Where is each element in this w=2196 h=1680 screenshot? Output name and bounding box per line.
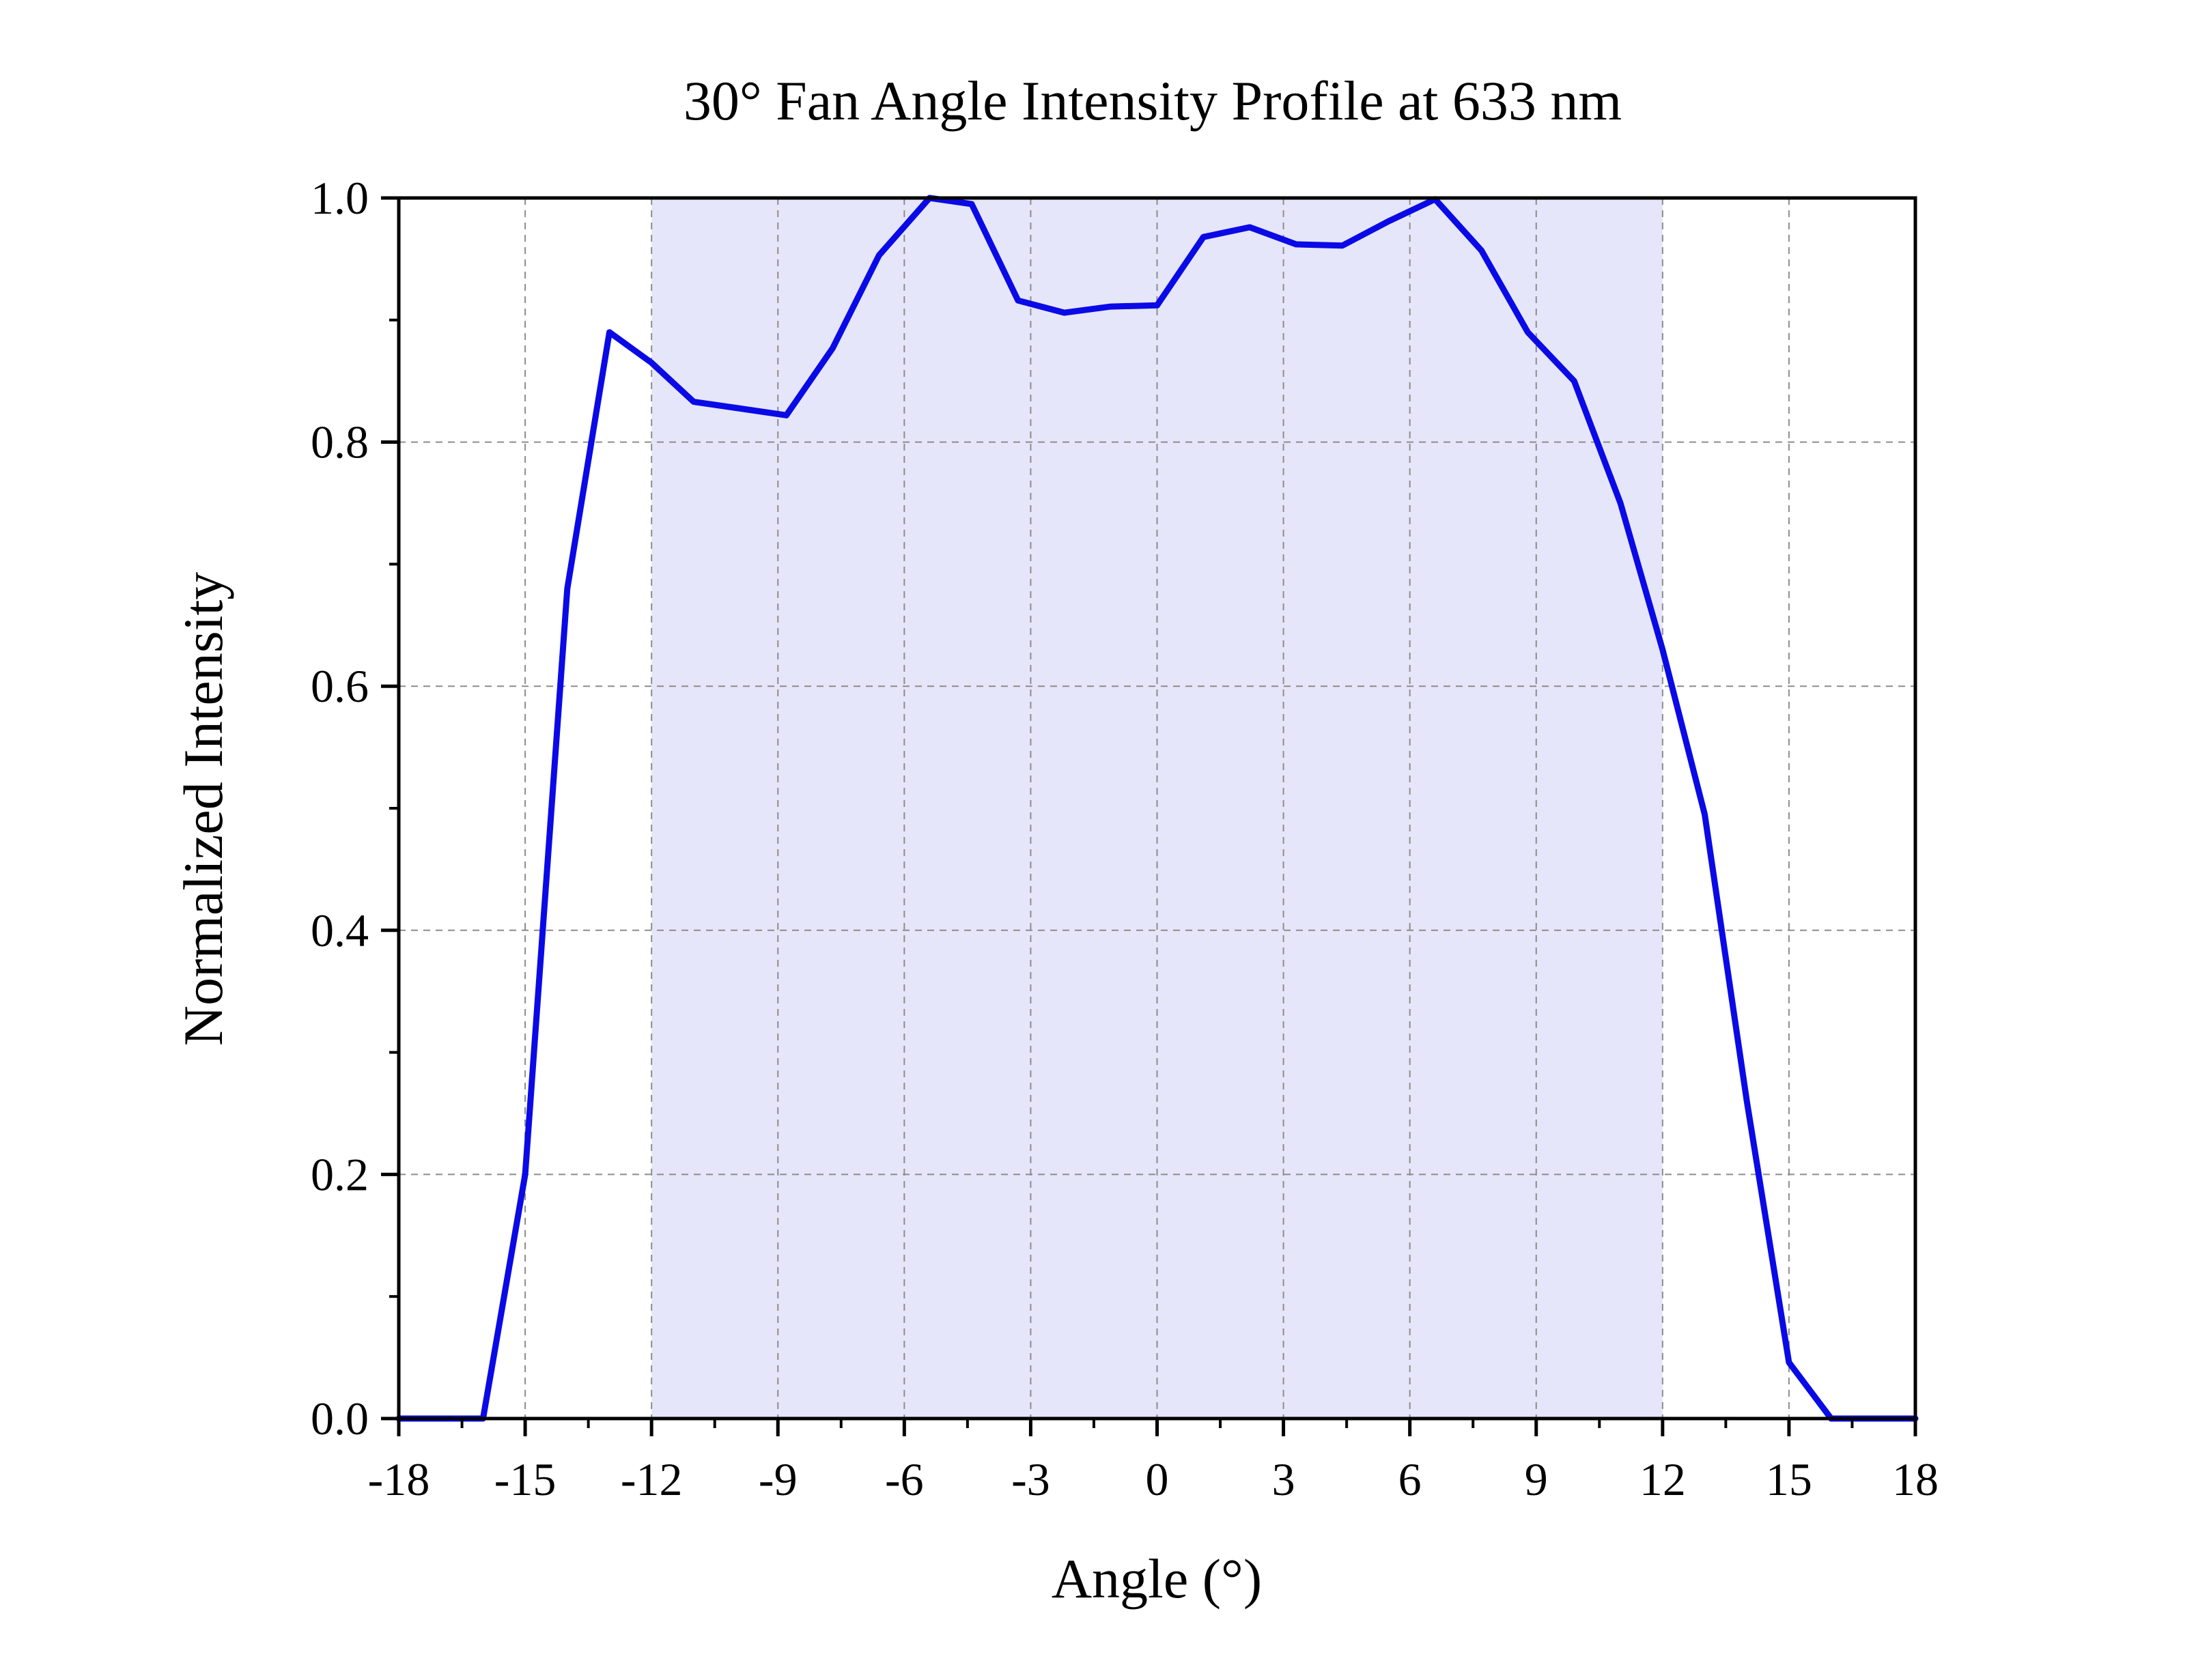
y-axis-ticks bbox=[381, 196, 399, 1421]
x-axis-label: Angle (°) bbox=[1052, 1548, 1262, 1610]
y-tick-label: 0.4 bbox=[311, 905, 369, 956]
x-tick-label: -15 bbox=[494, 1453, 557, 1505]
x-tick-label: 0 bbox=[1146, 1453, 1169, 1505]
x-tick-label: -12 bbox=[621, 1453, 683, 1505]
x-tick-label: 9 bbox=[1525, 1453, 1548, 1505]
chart-title: 30° Fan Angle Intensity Profile at 633 n… bbox=[684, 70, 1622, 132]
x-tick-label: 18 bbox=[1892, 1453, 1939, 1505]
x-tick-label: 3 bbox=[1272, 1453, 1295, 1505]
y-tick-label: 0.6 bbox=[311, 660, 369, 712]
x-tick-label: -18 bbox=[368, 1453, 430, 1505]
y-axis: 0.0 0.2 0.4 0.6 0.8 1.0 bbox=[311, 172, 369, 1444]
intensity-line bbox=[395, 195, 1919, 1422]
x-tick-label: 12 bbox=[1639, 1453, 1686, 1505]
x-tick-label: -3 bbox=[1011, 1453, 1050, 1505]
grid bbox=[399, 198, 1915, 1419]
x-tick-label: 6 bbox=[1398, 1453, 1422, 1505]
x-axis: -18 -15 -12 -9 -6 -3 0 3 6 9 12 15 18 bbox=[368, 1453, 1939, 1505]
x-axis-ticks bbox=[397, 1419, 1917, 1436]
y-tick-label: 0.0 bbox=[311, 1393, 369, 1444]
x-tick-label: -9 bbox=[759, 1453, 798, 1505]
y-tick-label: 1.0 bbox=[311, 172, 369, 224]
x-tick-label: -6 bbox=[885, 1453, 924, 1505]
x-tick-label: 15 bbox=[1766, 1453, 1812, 1505]
y-tick-label: 0.8 bbox=[311, 416, 369, 468]
y-axis-label: Normalized Intensity bbox=[172, 572, 234, 1047]
y-tick-label: 0.2 bbox=[311, 1148, 369, 1200]
